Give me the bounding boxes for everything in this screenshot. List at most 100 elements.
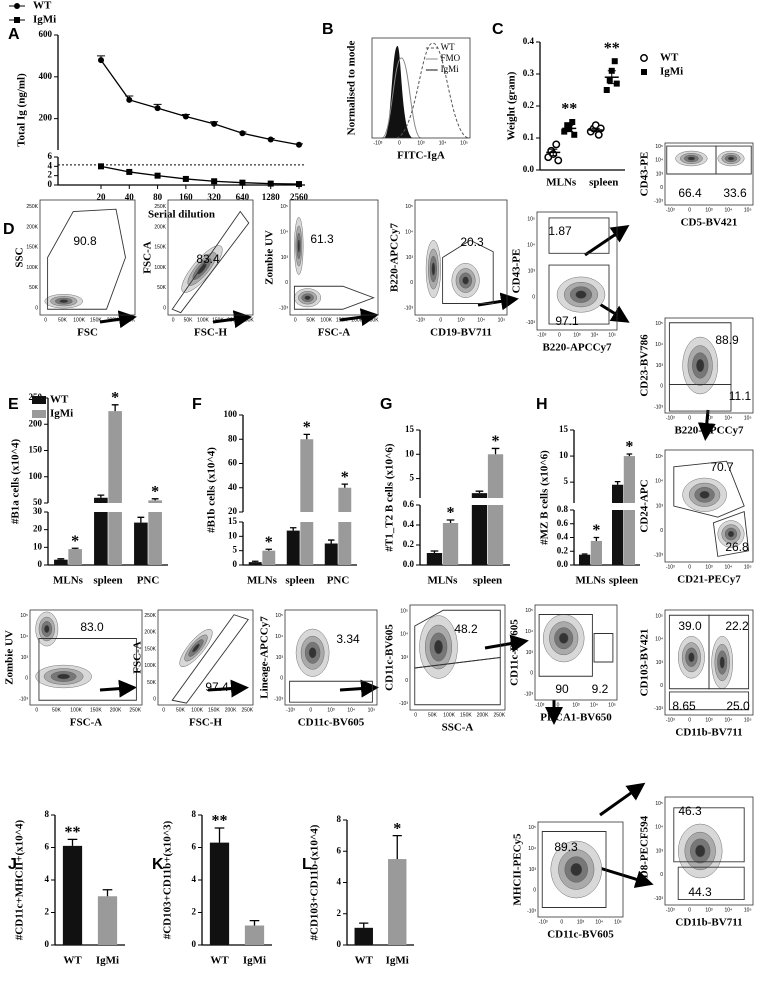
arrow — [339, 679, 379, 698]
gate-value: 90.8 — [73, 234, 97, 248]
point — [571, 131, 578, 138]
y-tick-label: 10⁴ — [655, 158, 663, 164]
y-axis-label: Lineage-APCCy7 — [259, 616, 271, 699]
bar — [94, 497, 108, 503]
significance: * — [265, 534, 273, 551]
arrow — [484, 634, 529, 653]
y-tick-label: -10³ — [399, 701, 408, 707]
x-tick-label: -10³ — [666, 207, 675, 213]
y-tick-label: 20 — [228, 506, 238, 516]
y-axis-label: B220-APCCy7 — [389, 222, 401, 292]
point — [98, 163, 104, 170]
density — [570, 863, 583, 876]
y-tick-label: 10⁵ — [400, 609, 408, 615]
y-tick-label: 0.0 — [523, 164, 535, 174]
x-tick-label: 200K — [477, 712, 489, 718]
density — [727, 530, 735, 538]
histogram-wt — [396, 42, 469, 139]
panel-label: G — [380, 396, 392, 413]
y-tick-label: 10³ — [656, 171, 664, 177]
y-axis-label: CD8-PECF594 — [639, 815, 651, 886]
point — [267, 180, 274, 187]
chart: 0 2 4 6 8 J#CD11c+MHCII+(x10^4) WT ** IgMi — [8, 809, 125, 967]
gate — [47, 208, 126, 310]
x-tick-label: MLNs — [53, 575, 84, 587]
x-tick-label: 200K — [351, 317, 363, 323]
bar — [623, 510, 636, 565]
y-tick-label: 6 — [45, 842, 50, 852]
y-tick-label: 60 — [228, 458, 238, 468]
plot-frame — [664, 609, 754, 716]
error-bar — [626, 453, 633, 457]
x-tick-label: 0 — [688, 207, 691, 213]
flow-plot: 1.87 97.1 -10³ 0 10³ 10⁴ 10⁵ -10³ 0 10³ 10⁴ 10⁵ B220… — [511, 211, 618, 354]
error-bar — [97, 494, 105, 498]
x-tick-label: PNC — [137, 575, 160, 587]
bar — [148, 500, 162, 503]
bar — [54, 559, 68, 565]
arrow — [207, 679, 249, 698]
y-axis-label: CD43-PE — [511, 249, 523, 294]
y-tick-label: 10⁵ — [655, 614, 663, 620]
error-bar — [341, 483, 349, 488]
y-tick-label: 200K — [26, 224, 38, 230]
flow-plot: 83.40 50K 100K 150K 200K 250K050K100K150K200K… — [142, 199, 254, 339]
gate — [593, 633, 614, 663]
plot-frame — [534, 604, 618, 701]
y-axis-label: #MZ B cells (x10^6) — [539, 450, 551, 545]
x-axis-label: FSC-A — [70, 717, 102, 729]
flow-plot: 70.726.8-10³ 0 10³ 10⁴ 10⁵-10³010³10⁴10⁵CD21… — [639, 449, 754, 586]
y-tick-label: 4 — [45, 874, 50, 884]
arrow — [599, 782, 646, 817]
x-tick-label: 2560 — [290, 192, 309, 202]
error-bar — [265, 548, 273, 551]
x-axis-label: CD11b-BV711 — [675, 727, 742, 739]
gate — [712, 510, 750, 557]
x-tick-label: 10⁴ — [725, 907, 733, 913]
y-tick-label: 5 — [564, 476, 569, 486]
legend-label: WT — [50, 394, 69, 406]
y-tick-label: 150K — [154, 245, 166, 251]
bar — [471, 493, 488, 498]
x-tick-label: MLNs — [546, 177, 577, 189]
x-tick-label: 50K — [52, 707, 62, 713]
y-tick-label: 0 — [25, 676, 28, 682]
gate-value: 20.3 — [460, 235, 484, 249]
gate-value: 22.2 — [725, 619, 749, 633]
chart: 0 2 4 6 8 L#CD103+CD11b-(x10^4) WT IgMi * — [302, 814, 414, 967]
y-axis-label: #B1b cells (x10^4) — [206, 447, 218, 533]
flow-plot: 90.8 0 50K 100K 150K 200K 250K 0 50K 100K 150K 200K… — [3, 199, 136, 339]
y-tick-label: -10³ — [527, 909, 536, 915]
y-tick-label: 2 — [48, 170, 53, 180]
x-tick-label: 10⁵ — [744, 564, 752, 570]
y-axis-label: CD103-BV421 — [639, 629, 651, 697]
plot-frame — [289, 199, 379, 316]
gate — [293, 285, 375, 310]
x-tick-label: spleen — [285, 575, 314, 587]
x-tick-label: 10⁴ — [591, 332, 599, 338]
bar — [244, 925, 265, 945]
flow-plot: 3.34-10³ 0 10³ 10⁴ 10⁵-10³010³10⁴10⁵CD11c-BV… — [259, 609, 378, 729]
flow-plot: 46.344.3-10³ 0 10³ 10⁴ 10⁵-10³010³10⁴10⁵CD11… — [639, 796, 754, 929]
y-axis-label: Normalised to mode — [346, 41, 358, 136]
point — [603, 87, 610, 93]
significance: ** — [212, 813, 228, 830]
gate — [548, 217, 610, 254]
significance: ** — [604, 40, 620, 57]
gate — [442, 239, 494, 304]
y-tick-label: 100 — [29, 471, 43, 481]
y-axis-label: CD24-APC — [639, 479, 651, 532]
x-tick-label: 40 — [125, 192, 135, 202]
legend-label: IgMi — [660, 66, 683, 78]
y-tick-label: 10 — [33, 541, 43, 551]
x-tick-label: 320 — [207, 192, 221, 202]
x-tick-label: 10⁴ — [725, 717, 733, 723]
x-tick-label: 0 — [309, 707, 312, 713]
y-tick-label: -10³ — [19, 697, 28, 703]
gate — [414, 609, 501, 669]
y-tick-label: 10 — [405, 448, 415, 458]
x-tick-label: spleen — [473, 575, 502, 587]
gate-value: 48.2 — [454, 622, 478, 636]
y-tick-label: 10⁵ — [280, 204, 288, 210]
